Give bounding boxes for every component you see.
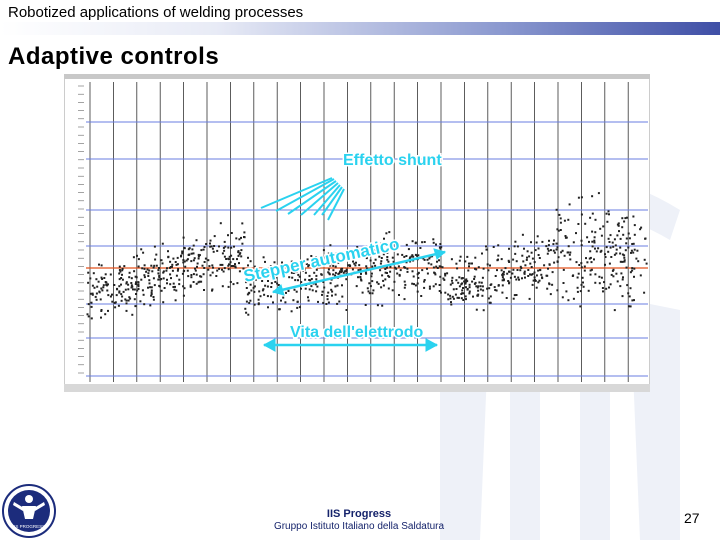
footer-subtitle: Gruppo Istituto Italiano della Saldatura (273, 521, 445, 532)
plot-image: Effetto shunt Stepper automatico Vita de… (64, 74, 650, 392)
page-number: 27 (684, 510, 700, 526)
annotation-effetto-shunt: Effetto shunt (343, 152, 442, 169)
iis-progress-logo: IIS PROGRESS (2, 484, 56, 538)
slide-title: Adaptive controls (8, 43, 220, 70)
logo-text: IIS PROGRESS (13, 524, 45, 529)
header-title: Robotized applications of welding proces… (8, 4, 304, 21)
annotation-vita-elettrodo: Vita dell'elettrodo (290, 324, 424, 341)
header-bar (0, 22, 720, 35)
footer-company: IIS Progress (326, 508, 392, 520)
